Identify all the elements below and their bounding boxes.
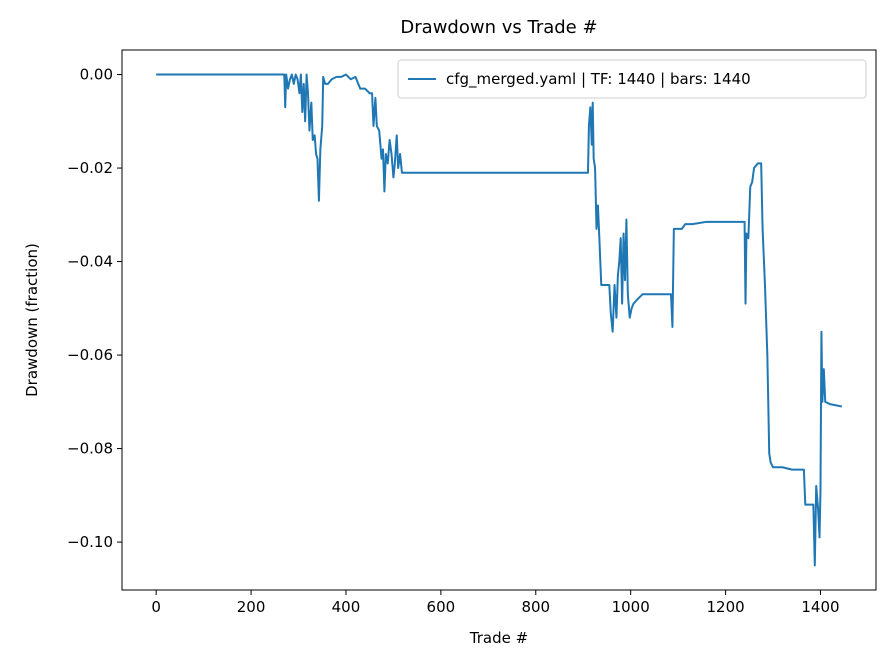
- x-tick-label: 1200: [706, 598, 744, 616]
- x-tick-label: 1400: [801, 598, 839, 616]
- y-tick-label: −0.10: [67, 533, 113, 551]
- y-tick-label: −0.04: [67, 253, 113, 271]
- y-tick-label: −0.02: [67, 159, 113, 177]
- x-tick-label: 600: [427, 598, 456, 616]
- line-series: [156, 73, 843, 567]
- x-tick-label: 400: [332, 598, 361, 616]
- legend-label: cfg_merged.yaml | TF: 1440 | bars: 1440: [446, 70, 751, 89]
- x-tick-label: 1000: [612, 598, 650, 616]
- plot-frame: [121, 49, 877, 591]
- x-tick-label: 200: [237, 598, 266, 616]
- legend: cfg_merged.yaml | TF: 1440 | bars: 1440: [397, 59, 867, 99]
- y-tick-label: −0.08: [67, 440, 113, 458]
- x-axis-label: Trade #: [469, 629, 528, 647]
- chart-title: Drawdown vs Trade #: [400, 17, 597, 38]
- y-tick-label: 0.00: [80, 66, 113, 84]
- legend-box: [397, 59, 867, 99]
- y-tick-label: −0.06: [67, 346, 113, 364]
- y-axis-label: Drawdown (fraction): [23, 243, 41, 397]
- x-tick-label: 0: [151, 598, 161, 616]
- x-tick-label: 800: [521, 598, 550, 616]
